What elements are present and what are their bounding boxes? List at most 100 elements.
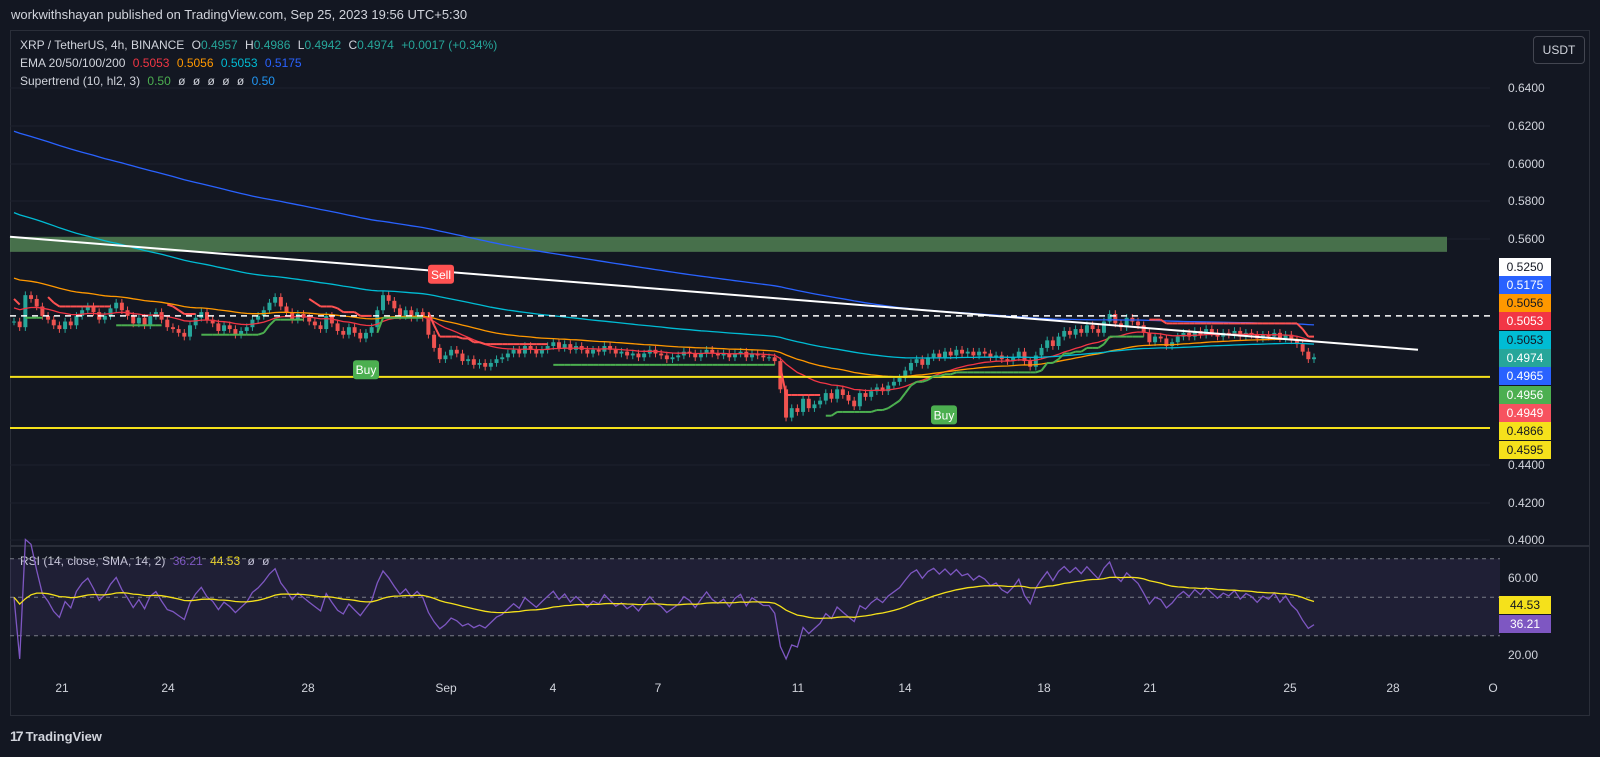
candle-body	[29, 295, 34, 299]
candle-body	[187, 325, 192, 337]
rsi-value-label-bg	[1499, 615, 1551, 633]
candle-body	[74, 315, 79, 326]
candle-body	[642, 353, 647, 358]
y-tick-label: 0.4200	[1508, 496, 1545, 510]
sell-signal: Sell	[428, 264, 454, 284]
rsi-value-label-text: 44.53	[1510, 598, 1540, 612]
supertrend-segment	[950, 371, 957, 376]
candle-body	[925, 357, 930, 365]
candle-body	[1084, 325, 1089, 333]
supertrend-segment	[1160, 318, 1167, 325]
candle-body	[23, 295, 28, 328]
supertrend-segment	[779, 366, 788, 396]
candle-body	[1277, 332, 1282, 339]
supertrend-segment	[870, 409, 878, 413]
candle-body	[767, 357, 772, 359]
candle-body	[148, 315, 153, 326]
candle-body	[869, 391, 874, 397]
supertrend-legend[interactable]: Supertrend (10, hl2, 3) 0.50 ø ø ø ø ø 0…	[20, 74, 279, 88]
ema100-value: 0.5053	[220, 56, 258, 70]
candle-body	[914, 359, 919, 363]
supertrend-segment	[1103, 335, 1111, 345]
candle-body	[1039, 347, 1044, 356]
candle-body	[1175, 336, 1180, 343]
candle-body	[568, 344, 573, 350]
symbol-legend: XRP / TetherUS, 4h, BINANCE O0.4957 H0.4…	[20, 38, 501, 52]
supertrend-segment	[882, 407, 889, 411]
supertrend-segment	[331, 305, 338, 310]
candle-body	[273, 297, 278, 303]
price-label: 0.5175	[1499, 276, 1551, 294]
candle-body	[608, 346, 613, 350]
candle-body	[931, 353, 936, 358]
candle-body	[960, 349, 965, 354]
supertrend-segment	[1035, 369, 1042, 374]
candle-body	[920, 359, 925, 365]
candle-body	[1283, 334, 1288, 339]
candle-body	[119, 302, 124, 311]
candle-body	[732, 353, 737, 358]
ema-label: EMA 20/50/100/200	[20, 56, 126, 70]
ema20-line	[13, 306, 1315, 392]
close-value: 0.4974	[357, 38, 394, 52]
candle-body	[1005, 359, 1010, 362]
supertrend-segment	[1296, 322, 1304, 330]
y-tick-label: 0.6400	[1508, 81, 1545, 95]
supertrend-value-5: ø	[222, 74, 230, 88]
candle-body	[51, 319, 56, 326]
candle-body	[34, 298, 39, 307]
candle-body	[250, 319, 255, 328]
candle-body	[818, 400, 823, 405]
ema50-value: 0.5056	[176, 56, 214, 70]
candle-body	[761, 355, 766, 358]
ema-legend[interactable]: EMA 20/50/100/200 0.5053 0.5056 0.5053 0…	[20, 56, 306, 70]
candle-body	[136, 317, 141, 324]
candle-body	[908, 362, 913, 371]
supertrend-label: Supertrend (10, hl2, 3)	[20, 74, 141, 88]
supertrend-segment	[1080, 347, 1088, 353]
candle-body	[108, 308, 113, 316]
price-label-text: 0.5250	[1507, 260, 1544, 274]
candle-body	[1079, 329, 1084, 333]
x-tick-label: 11	[792, 681, 805, 695]
candle-body	[874, 387, 879, 392]
candle-body	[789, 408, 794, 418]
price-label-bg	[1499, 349, 1551, 367]
footer-brand[interactable]: 17 TradingView	[10, 716, 102, 756]
price-chart[interactable]: 0.6400 0.6200 0.6000 0.5800 0.5600 0.4400 0.42…	[0, 0, 1600, 716]
price-label: 0.4974	[1499, 349, 1551, 367]
candle-body	[1306, 351, 1311, 360]
x-tick-label: 21	[55, 681, 69, 695]
candle-body	[539, 349, 544, 354]
price-label-bg	[1499, 386, 1551, 404]
candle-body	[278, 297, 283, 307]
candle-body	[1073, 329, 1078, 335]
candle-body	[233, 329, 238, 335]
candle-body	[1067, 330, 1072, 335]
supertrend-segment	[337, 307, 344, 313]
footer-brand-label: TradingView	[25, 729, 102, 744]
candle-body	[715, 353, 720, 356]
rsi-legend[interactable]: RSI (14, close, SMA, 14, 2) 36.21 44.53 …	[20, 554, 274, 568]
candle-body	[1056, 336, 1061, 347]
candle-body	[591, 349, 596, 354]
x-tick-label: 4	[550, 681, 557, 695]
supertrend-segment	[479, 341, 486, 346]
candle-body	[721, 353, 726, 356]
currency-button[interactable]: USDT	[1533, 36, 1585, 64]
price-label-text: 0.4956	[1507, 388, 1544, 402]
candle-body	[1289, 334, 1294, 341]
candle-body	[1136, 321, 1141, 326]
supertrend-segment	[47, 296, 55, 304]
supertrend-segment	[172, 305, 180, 312]
candle-body	[483, 362, 488, 367]
symbol-title[interactable]: XRP / TetherUS, 4h, BINANCE	[20, 38, 185, 52]
candle-body	[142, 317, 147, 326]
supertrend-segment	[257, 331, 265, 336]
price-label-bg	[1499, 441, 1551, 459]
low-label: L	[297, 38, 305, 52]
x-tick-label: O	[1488, 681, 1497, 695]
candle-body	[267, 302, 272, 311]
candle-body	[182, 332, 187, 337]
rsi-extra-1: ø	[247, 554, 255, 568]
